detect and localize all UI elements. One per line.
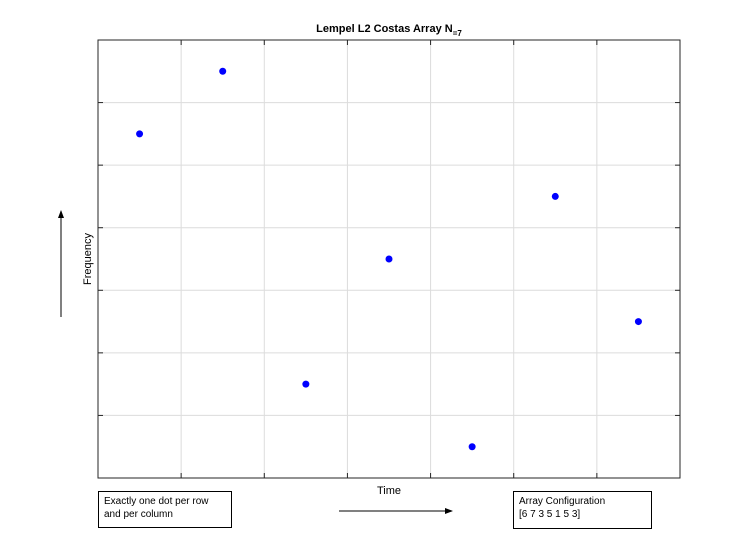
- one-dot-note-line-1: Exactly one dot per row: [104, 496, 209, 507]
- data-point-4: [385, 255, 393, 263]
- array-configuration-note: Array Configuration [6 7 3 5 1 5 3]: [513, 491, 652, 529]
- data-point-5: [468, 443, 476, 451]
- data-point-7: [634, 318, 642, 326]
- data-points: [136, 67, 642, 451]
- gridlines: [98, 40, 680, 478]
- axis-ticks: [98, 40, 680, 478]
- array-configuration-value: [6 7 3 5 1 5 3]: [519, 509, 581, 520]
- x-axis-label: Time: [377, 485, 401, 497]
- array-configuration-label: Array Configuration: [519, 496, 606, 507]
- chart-title: Lempel L2 Costas Array N=7: [316, 23, 462, 38]
- data-point-6: [551, 192, 559, 200]
- one-dot-note: Exactly one dot per row and per column: [98, 491, 232, 528]
- data-point-2: [219, 67, 227, 75]
- one-dot-note-line-2: and per column: [104, 509, 173, 520]
- data-point-1: [136, 130, 144, 138]
- data-point-3: [302, 380, 310, 388]
- plot-frame: [97, 39, 681, 479]
- y-axis-label: Frequency: [82, 233, 94, 285]
